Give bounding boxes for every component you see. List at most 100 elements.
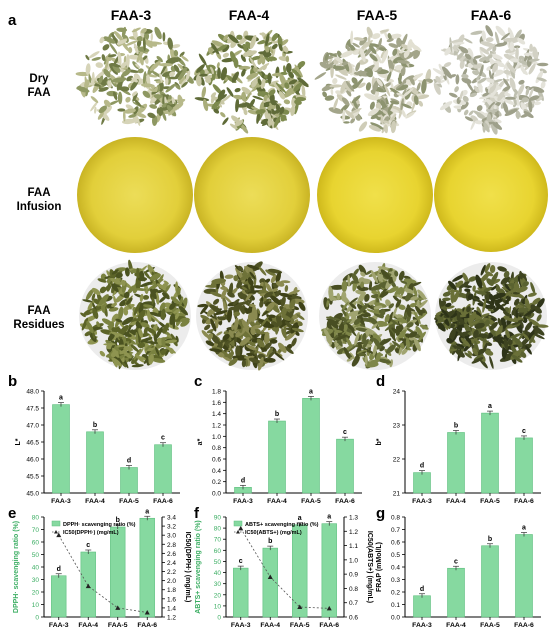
dry-faa-5 — [314, 26, 433, 134]
row-label-residues: FAA Residues — [4, 304, 74, 332]
photo-grid — [75, 25, 549, 371]
y2tick-label-e-1: 1.4 — [167, 605, 176, 612]
sig-letter-d-1: b — [454, 422, 458, 429]
ylabel-e: DPPH· scavenging ratio (%) — [13, 521, 20, 613]
bar-c-2 — [302, 398, 320, 494]
sig-letter-g-2: b — [488, 536, 492, 543]
column-header-faa-5: FAA-5 — [356, 7, 398, 23]
ic50-point-f-2 — [297, 604, 303, 609]
xtick-label-d-2: FAA-5 — [480, 498, 500, 505]
sig-letter-f-3: a — [327, 514, 331, 521]
y2tick-label-e-9: 3.0 — [167, 533, 176, 540]
ic50-point-e-0 — [56, 532, 62, 538]
xtick-label-c-1: FAA-4 — [267, 498, 287, 505]
ytick-label-g-1: 0.1 — [391, 602, 400, 609]
ytick-label-f-4: 40 — [214, 570, 222, 577]
sig-letter-g-1: c — [454, 558, 458, 565]
chart-g: 0.0 0.1 0.2 0.3 0.4 0.5 0.6 0.7 0.8 FRAP (mMol/L)… — [376, 515, 541, 629]
xtick-label-d-3: FAA-6 — [514, 498, 534, 505]
ytick-label-e-6: 60 — [32, 540, 40, 547]
ytick-label-f-3: 30 — [214, 581, 222, 588]
ytick-label-f-7: 70 — [214, 537, 222, 544]
xtick-label-c-3: FAA-6 — [335, 498, 355, 505]
ytick-label-b-3: 46.5 — [26, 440, 39, 447]
residues-row — [79, 259, 549, 371]
panel-letter-e: e — [8, 505, 17, 522]
y2tick-label-f-5: 1.1 — [349, 543, 358, 550]
ytick-label-e-5: 50 — [32, 552, 40, 559]
xtick-label-g-2: FAA-5 — [480, 622, 500, 629]
ytick-label-d-1: 22 — [393, 457, 401, 464]
y2tick-label-e-7: 2.6 — [167, 551, 176, 558]
legend-marker-line-e — [54, 530, 58, 534]
ic50-point-f-3 — [326, 605, 332, 611]
residues-faa-3 — [79, 259, 191, 370]
panel-letter-d: d — [376, 373, 386, 390]
dry-faa-6 — [432, 25, 549, 135]
legend-label-line-f: IC50(ABTS+) (mg/mL) — [245, 530, 302, 536]
ytick-label-g-8: 0.8 — [391, 515, 400, 522]
legend-label-bar-f: ABTS+ scavenging ratio (%) — [245, 522, 319, 528]
legend-swatch-bar-f — [233, 520, 243, 527]
ic50-point-e-2 — [115, 605, 121, 610]
y2tick-label-f-6: 1.2 — [349, 529, 358, 536]
ytick-label-c-7: 1.4 — [212, 411, 221, 418]
ylabel-b: L* — [15, 438, 22, 445]
infusion-row — [77, 137, 548, 253]
dry-faa-4 — [193, 29, 309, 134]
ylabel-c: a* — [197, 438, 204, 445]
sig-letter-d-2: a — [488, 403, 492, 410]
ytick-label-b-2: 46.0 — [26, 457, 39, 464]
xtick-label-c-0: FAA-3 — [233, 498, 253, 505]
y2tick-label-e-10: 3.2 — [167, 524, 176, 531]
ytick-label-c-6: 1.2 — [212, 423, 221, 430]
panel-letter-a: a — [8, 12, 17, 29]
xtick-label-f-1: FAA-4 — [260, 622, 280, 629]
sig-letter-f-1: b — [268, 538, 272, 545]
sig-letter-d-0: d — [420, 463, 424, 470]
column-header-faa-3: FAA-3 — [110, 7, 152, 23]
sig-letter-b-3: c — [161, 435, 165, 442]
ytick-label-b-6: 48.0 — [26, 389, 39, 396]
xtick-label-b-0: FAA-3 — [51, 498, 71, 505]
ytick-label-c-9: 1.8 — [212, 389, 221, 396]
bar-b-0 — [52, 404, 70, 494]
sig-letter-c-0: d — [241, 477, 245, 484]
y2tick-label-f-4: 1.0 — [349, 557, 358, 564]
ytick-label-b-1: 45.5 — [26, 474, 39, 481]
panel-letter-b: b — [8, 373, 18, 390]
y2label-e: IC50(DPPH·) (mg/mL) — [184, 532, 191, 603]
ytick-label-d-0: 21 — [393, 491, 401, 498]
panel-letter-c: c — [194, 373, 203, 390]
sig-letter-b-2: d — [127, 458, 131, 465]
ytick-label-b-5: 47.5 — [26, 406, 39, 413]
row-label-dry-line2: FAA — [27, 87, 51, 99]
row-label-infusion: FAA Infusion — [4, 186, 74, 214]
y2tick-label-e-3: 1.8 — [167, 587, 176, 594]
xtick-label-c-2: FAA-5 — [301, 498, 321, 505]
y2tick-label-f-7: 1.3 — [349, 515, 358, 522]
panel-letter-g: g — [376, 505, 386, 522]
infusion-faa-3 — [77, 137, 193, 253]
ytick-label-c-3: 0.6 — [212, 457, 221, 464]
ylabel-g: FRAP (mMol/L) — [376, 542, 383, 592]
bar-f-2 — [292, 524, 308, 618]
sig-letter-f-0: c — [239, 558, 243, 565]
ylabel-d: b* — [376, 438, 383, 445]
bar-e-0 — [51, 575, 67, 618]
sig-letter-e-1: c — [86, 542, 90, 549]
column-header-faa-4: FAA-4 — [228, 7, 270, 23]
bar-g-0 — [413, 595, 431, 618]
ic50-line-e — [58, 534, 148, 613]
sig-letter-c-2: a — [309, 388, 313, 395]
y2tick-label-e-11: 3.4 — [167, 515, 176, 522]
ytick-label-c-1: 0.2 — [212, 479, 221, 486]
chart-b: 45.0 45.5 46.0 46.5 47.0 47.5 48.0 L* a FAA-3 b FAA… — [15, 389, 180, 505]
chart-c: 0.0 0.2 0.4 0.6 0.8 1.0 1.2 1.4 1.6 1.8 a* d FAA-3 b F… — [197, 388, 362, 505]
xtick-label-e-3: FAA-6 — [137, 622, 157, 629]
infusion-faa-4 — [194, 137, 310, 253]
sig-letter-g-3: a — [522, 525, 526, 532]
y2tick-label-f-1: 0.7 — [349, 600, 358, 607]
y2tick-label-f-0: 0.6 — [349, 615, 358, 622]
bar-d-3 — [515, 437, 533, 494]
